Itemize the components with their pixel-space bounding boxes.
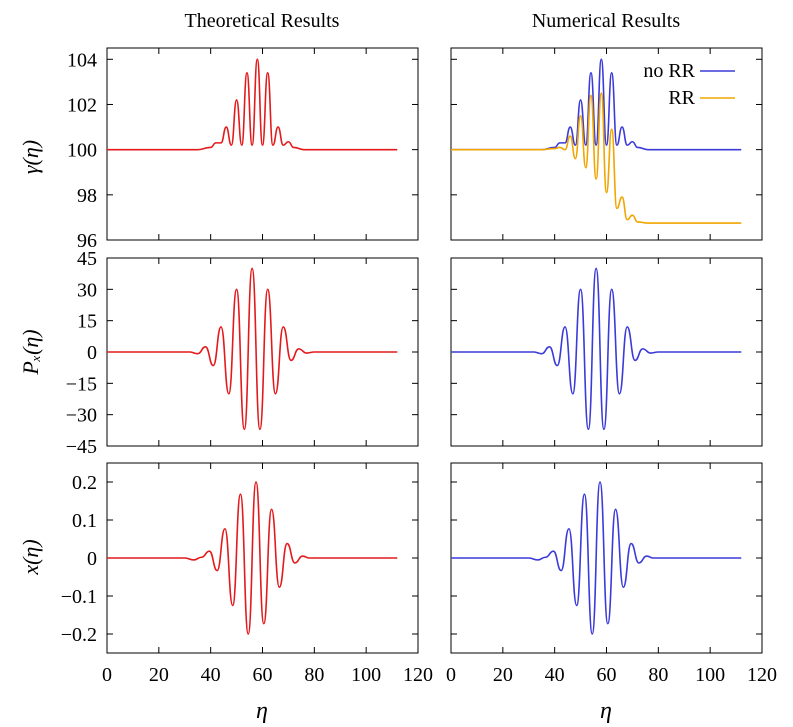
x-tick-label: 80 bbox=[648, 664, 668, 686]
y-tick-label: 104 bbox=[67, 49, 97, 71]
x-tick-label: 0 bbox=[102, 664, 112, 686]
y-tick-label: −0.1 bbox=[61, 586, 97, 608]
plot-frame bbox=[450, 47, 763, 241]
x-tick-label: 120 bbox=[747, 664, 777, 686]
xlabel-right: η bbox=[600, 698, 612, 724]
legend: no RR RR bbox=[643, 60, 735, 109]
x-tick-label: 100 bbox=[695, 664, 725, 686]
y-tick-label: 98 bbox=[77, 185, 97, 207]
series-line bbox=[106, 58, 398, 151]
y-tick-label: 0 bbox=[87, 548, 97, 570]
series-line bbox=[107, 481, 398, 635]
ylabel-px: Pₓ(η) bbox=[18, 329, 43, 375]
ylabel-gamma: γ(η) bbox=[18, 140, 43, 174]
x-tick-label: 100 bbox=[351, 664, 381, 686]
y-tick-label: −15 bbox=[66, 373, 97, 395]
y-tick-label: 15 bbox=[77, 311, 97, 333]
y-tick-label: 102 bbox=[67, 94, 97, 116]
y-tick-label: 0 bbox=[87, 342, 97, 364]
y-tick-label: 96 bbox=[77, 230, 97, 252]
series-line bbox=[451, 481, 742, 635]
y-tick-label: 45 bbox=[77, 248, 97, 270]
y-tick-label: −0.2 bbox=[61, 624, 97, 646]
panel-x-theoretical: 0 20 40 60 80 100 120 −0.2 −0.1 0 0.1 0.2 bbox=[61, 462, 433, 686]
y-tick-label: 100 bbox=[67, 140, 97, 162]
series-line-no-rr bbox=[450, 58, 742, 151]
x-tick-label: 20 bbox=[493, 664, 513, 686]
x-tick-label: 60 bbox=[253, 664, 273, 686]
x-tick-label: 40 bbox=[545, 664, 565, 686]
series-line bbox=[450, 267, 742, 431]
plot-frame bbox=[106, 47, 419, 241]
y-tick-label: −30 bbox=[66, 405, 97, 427]
ylabel-x: x(η) bbox=[18, 539, 43, 575]
panel-gamma-theoretical: 96 98 100 102 104 bbox=[67, 47, 419, 252]
x-tick-label: 80 bbox=[304, 664, 324, 686]
panel-px-numerical bbox=[450, 257, 763, 447]
x-tick-label: 20 bbox=[149, 664, 169, 686]
x-tick-label: 40 bbox=[201, 664, 221, 686]
y-tick-label: −45 bbox=[66, 436, 97, 458]
y-tick-label: 30 bbox=[77, 279, 97, 301]
series-line bbox=[106, 267, 398, 431]
panel-px-theoretical: −45 −30 −15 0 15 30 45 bbox=[66, 248, 419, 458]
x-tick-label: 60 bbox=[597, 664, 617, 686]
xlabel-left: η bbox=[256, 698, 268, 724]
y-tick-label: 0.1 bbox=[72, 510, 97, 532]
column-title-numerical: Numerical Results bbox=[532, 10, 681, 32]
x-tick-label: 120 bbox=[403, 664, 433, 686]
column-title-theoretical: Theoretical Results bbox=[185, 10, 340, 32]
x-tick-label: 0 bbox=[446, 664, 456, 686]
y-tick-label: 0.2 bbox=[72, 472, 97, 494]
series-line-rr bbox=[450, 92, 742, 224]
panel-x-numerical: 0 20 40 60 80 100 120 bbox=[446, 462, 777, 686]
panel-gamma-numerical bbox=[450, 47, 763, 241]
legend-label-rr: RR bbox=[668, 87, 695, 109]
legend-label-no-rr: no RR bbox=[643, 60, 695, 82]
